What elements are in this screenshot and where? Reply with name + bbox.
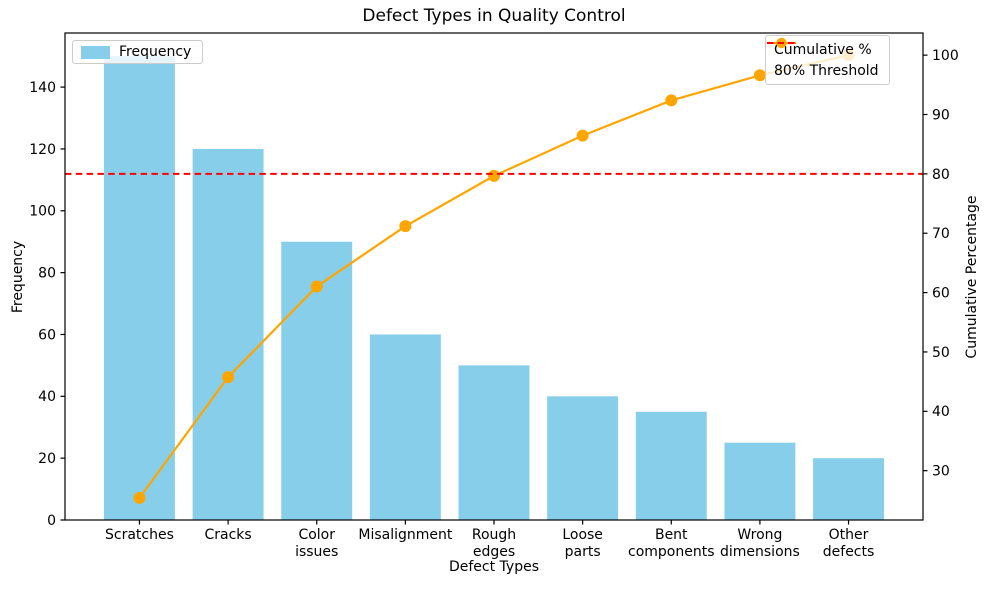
left-tick-label: 40 — [38, 389, 56, 405]
threshold-line-legend-icon — [767, 42, 796, 44]
left-tick-label: 60 — [38, 327, 56, 343]
bar-rough-edges — [458, 365, 530, 520]
cumulative-marker-wrong-dimensions — [753, 69, 766, 82]
bar-wrong-dimensions — [724, 442, 796, 520]
legend-frequency: Frequency — [72, 40, 204, 64]
cumulative-legend-label: Cumulative % — [774, 41, 872, 58]
left-tick-label: 0 — [47, 513, 56, 529]
bar-other-defects — [813, 458, 884, 520]
right-tick-label: 30 — [932, 464, 950, 480]
x-tick-label-loose-parts: Loose parts — [562, 527, 603, 560]
legend-row-threshold: 80% Threshold — [767, 42, 879, 81]
right-tick-label: 70 — [932, 226, 950, 242]
cumulative-marker-loose-parts — [576, 129, 589, 142]
right-tick-label: 80 — [932, 167, 950, 183]
left-tick-label: 80 — [38, 266, 56, 282]
cumulative-marker-scratches — [133, 491, 146, 504]
x-axis-label: Defect Types — [448, 559, 540, 575]
x-tick-label-rough-edges: Rough edges — [471, 527, 517, 560]
frequency-legend-label: Frequency — [119, 44, 192, 60]
left-tick-label: 140 — [29, 80, 56, 96]
right-tick-label: 60 — [932, 285, 950, 301]
bar-scratches — [104, 56, 175, 520]
x-tick-label-misalignment: Misalignment — [358, 527, 453, 543]
cumulative-marker-bent-components — [665, 94, 678, 107]
cumulative-marker-color-issues — [310, 280, 323, 293]
right-tick-label: 50 — [932, 345, 950, 361]
cumulative-marker-misalignment — [399, 220, 412, 233]
right-axis-label: Cumulative Percentage — [964, 195, 980, 359]
x-tick-label-bent-components: Bent components — [628, 527, 715, 560]
left-tick-label: 100 — [29, 204, 56, 220]
x-tick-label-scratches: Scratches — [105, 527, 174, 543]
x-tick-label-wrong-dimensions: Wrong dimensions — [719, 527, 800, 560]
threshold-legend-label: 80% Threshold — [774, 62, 879, 79]
left-tick-label: 120 — [29, 142, 56, 158]
bar-bent-components — [635, 411, 707, 520]
right-tick-label: 40 — [932, 404, 950, 420]
x-tick-label-cracks: Cracks — [204, 527, 252, 543]
cumulative-marker-cracks — [222, 371, 235, 384]
x-tick-label-other-defects: Other defects — [822, 527, 875, 560]
right-tick-label: 100 — [932, 48, 959, 64]
chart-title: Defect Types in Quality Control — [362, 6, 626, 26]
bar-loose-parts — [547, 396, 619, 520]
x-tick-label-color-issues: Color issues — [295, 527, 339, 560]
bar-cracks — [192, 148, 264, 520]
bar-misalignment — [369, 334, 441, 520]
frequency-legend-swatch-icon — [81, 45, 110, 59]
left-tick-label: 20 — [38, 451, 56, 467]
cumulative-marker-rough-edges — [488, 169, 500, 182]
right-tick-label: 90 — [932, 107, 950, 123]
legend-cumulative: Cumulative % 80% Threshold — [765, 35, 890, 85]
left-axis-label: Frequency — [10, 240, 26, 314]
